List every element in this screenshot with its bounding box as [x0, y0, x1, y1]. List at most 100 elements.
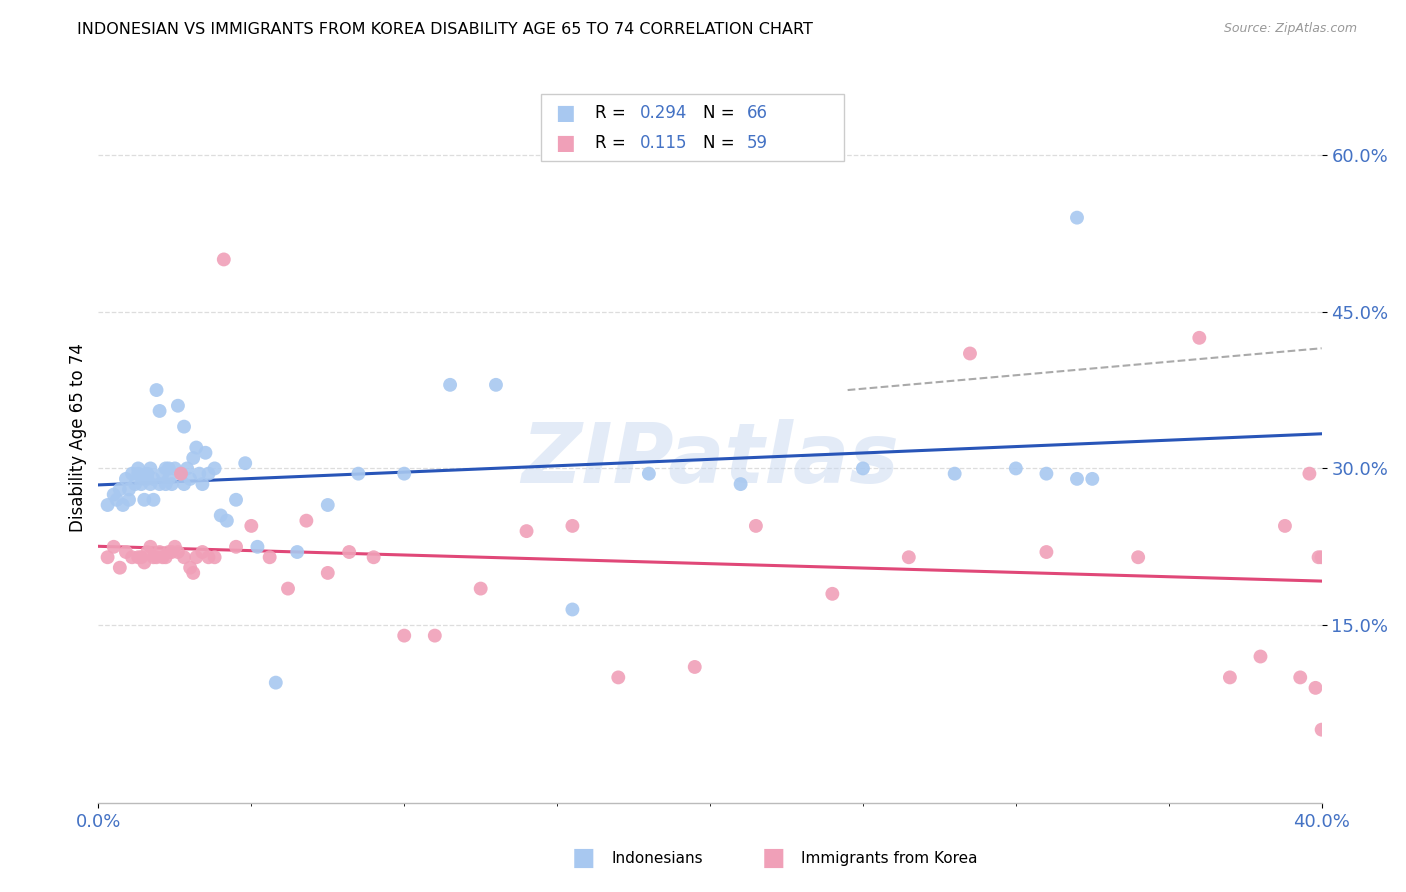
Point [97, 498, 120, 512]
Point [246, 540, 269, 554]
Point [134, 556, 156, 570]
Point [118, 483, 141, 497]
Point [155, 477, 177, 491]
Point [439, 377, 461, 392]
Point [136, 472, 159, 486]
Point [157, 461, 180, 475]
Point [142, 472, 165, 486]
Point [118, 492, 141, 507]
Text: N =: N = [703, 104, 740, 122]
Point [139, 477, 162, 491]
Point [188, 467, 211, 481]
Point [225, 540, 247, 554]
Point [215, 514, 238, 528]
Text: ■: ■ [762, 847, 785, 870]
Point [152, 550, 174, 565]
Point [1219, 670, 1241, 684]
Text: 66: 66 [747, 104, 768, 122]
Point [392, 629, 416, 643]
Point [127, 461, 149, 475]
Point [163, 461, 186, 475]
Text: 0.294: 0.294 [640, 104, 688, 122]
Point [1188, 331, 1211, 345]
Point [1004, 461, 1026, 475]
Point [103, 540, 125, 554]
Point [347, 467, 370, 481]
Point [423, 629, 446, 643]
Point [1308, 550, 1330, 565]
Point [485, 377, 508, 392]
Point [516, 524, 538, 538]
Point [186, 441, 208, 455]
Point [225, 492, 247, 507]
Point [392, 467, 416, 481]
Point [1035, 545, 1057, 559]
Point [127, 550, 149, 565]
Text: R =: R = [595, 134, 631, 152]
Point [470, 582, 492, 596]
Y-axis label: Disability Age 65 to 74: Disability Age 65 to 74 [69, 343, 87, 532]
Point [561, 519, 583, 533]
Point [124, 477, 146, 491]
Point [170, 467, 193, 481]
Point [181, 566, 204, 580]
Point [160, 477, 183, 491]
Point [337, 545, 360, 559]
Point [1066, 472, 1088, 486]
Point [157, 545, 180, 559]
Point [121, 550, 143, 565]
Point [1066, 211, 1088, 225]
Point [145, 383, 167, 397]
Point [204, 550, 226, 565]
Point [115, 472, 138, 486]
Point [259, 550, 281, 565]
Point [136, 467, 159, 481]
Text: R =: R = [595, 104, 631, 122]
Point [209, 508, 232, 523]
Point [1305, 681, 1327, 695]
Point [97, 550, 120, 565]
Text: ■: ■ [572, 847, 595, 870]
Point [155, 550, 177, 565]
Point [142, 550, 165, 565]
Point [173, 477, 195, 491]
Point [121, 467, 143, 481]
Point [316, 566, 339, 580]
Point [108, 483, 131, 497]
Point [115, 545, 138, 559]
Point [170, 467, 193, 481]
Point [157, 472, 180, 486]
Point [943, 467, 966, 481]
Point [179, 560, 201, 574]
Point [167, 545, 190, 559]
Point [103, 487, 125, 501]
Point [179, 472, 201, 486]
Point [173, 419, 195, 434]
Point [852, 461, 875, 475]
Point [821, 587, 844, 601]
Point [240, 519, 263, 533]
Point [149, 545, 172, 559]
Text: ZIPatlas: ZIPatlas [522, 418, 898, 500]
Point [683, 660, 706, 674]
Point [173, 550, 195, 565]
Point [194, 446, 217, 460]
Point [142, 492, 165, 507]
Point [212, 252, 235, 267]
Point [1035, 467, 1057, 481]
Text: 59: 59 [747, 134, 768, 152]
Point [134, 492, 156, 507]
Text: Indonesians: Indonesians [612, 851, 703, 865]
Point [1249, 649, 1271, 664]
Point [197, 550, 219, 565]
Point [1289, 670, 1312, 684]
Point [959, 346, 981, 360]
Point [176, 461, 198, 475]
Point [155, 461, 177, 475]
Text: ■: ■ [555, 133, 575, 153]
Text: Immigrants from Korea: Immigrants from Korea [801, 851, 979, 865]
Point [637, 467, 661, 481]
Point [163, 540, 186, 554]
Point [1298, 467, 1320, 481]
Point [1310, 723, 1333, 737]
